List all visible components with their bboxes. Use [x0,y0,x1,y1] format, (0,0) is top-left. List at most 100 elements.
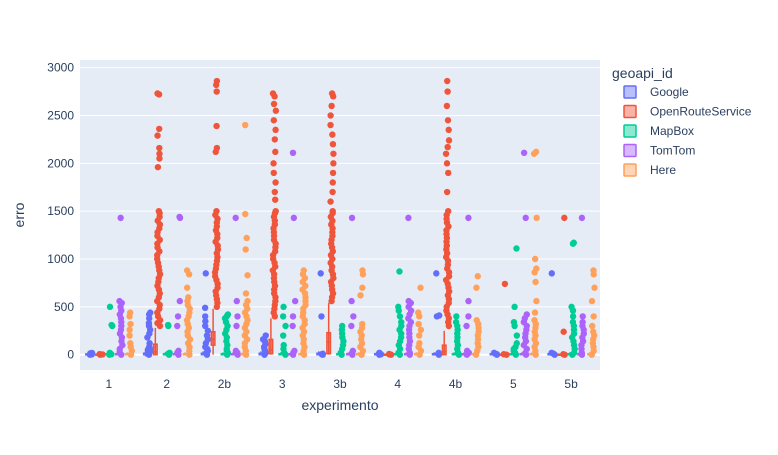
box-tomtom-4b [461,214,473,358]
data-point [386,350,393,358]
y-tick-label: 2500 [47,108,74,122]
box-here-5b [587,267,598,358]
data-point [444,207,452,215]
legend-item-openrouteservice[interactable]: OpenRouteService [623,105,752,119]
data-point [271,188,278,196]
data-point [531,309,539,316]
y-tick-labels: 0 500 1000 1500 2000 2500 3000 [47,61,74,362]
data-point [329,179,336,186]
box-body [326,331,332,355]
series-google [85,270,558,358]
x-tick-label: 3 [279,377,286,391]
data-point [317,270,324,277]
data-point [533,297,540,305]
box-openrouteservice-4b [441,77,453,356]
data-point [513,340,520,347]
data-point [272,107,280,114]
data-point [511,303,518,311]
data-point [548,270,555,277]
data-point [463,347,471,355]
box-openrouteservice-3 [268,90,280,355]
data-point [213,77,221,85]
legend-swatch [623,143,637,158]
data-point [116,297,123,305]
legend-swatch [623,85,637,99]
data-point [522,214,529,222]
data-point [154,163,162,171]
data-point [330,150,337,157]
legend-item-here[interactable]: Here [623,163,676,177]
box-mapbox-2b [220,311,232,358]
data-point [452,318,460,326]
data-point [204,327,212,334]
box-google-2b [200,270,212,358]
box-tomtom-1 [114,214,126,358]
data-point [319,350,327,357]
data-point [510,318,518,326]
data-point [201,322,209,330]
legend[interactable]: geoapi_id Google OpenRouteService MapBox To… [612,65,752,177]
data-point [417,326,425,334]
box-mapbox-1 [104,303,116,358]
data-point [244,297,251,305]
data-point [416,332,423,339]
y-tick-label: 1500 [47,204,74,218]
data-point [146,340,153,347]
box-openrouteservice-5 [499,280,510,358]
data-point [174,313,182,320]
box-google-5b [547,270,558,358]
x-tick-label: 2b [218,377,232,391]
legend-label: OpenRouteService [650,105,752,119]
box-mapbox-5b [567,239,578,358]
box-mapbox-3b [336,322,347,358]
data-point [578,214,586,222]
box-mapbox-4 [393,268,405,358]
data-point [444,143,451,151]
data-point [588,297,596,305]
data-point [300,267,307,274]
data-point [289,322,296,330]
data-point [176,297,184,305]
data-point [242,246,249,253]
data-point [202,270,209,277]
box-here-2b [240,121,251,358]
data-point [532,278,539,286]
box-google-3b [316,270,327,358]
data-point [243,234,250,242]
data-point [442,150,450,157]
data-point [560,328,567,335]
x-tick-labels: 1 2 2b 3 3b 4 4b 5 5b [106,377,579,391]
data-point [164,321,172,329]
data-point [156,144,163,152]
data-point [233,322,240,330]
data-point [590,267,597,274]
legend-item-google[interactable]: Google [623,85,689,99]
data-point [108,321,115,329]
data-point [579,318,586,326]
data-point [569,313,577,320]
data-point [279,332,287,339]
data-point [415,309,422,316]
data-point [271,136,279,143]
data-point [590,313,597,320]
legend-item-tomtom[interactable]: TomTom [623,143,695,158]
data-point [328,102,335,110]
data-point [443,188,451,196]
data-point [500,351,508,358]
y-tick-label: 500 [54,300,74,314]
x-tick-label: 4 [394,377,401,391]
data-point [465,297,472,305]
data-point [445,137,453,144]
data-point [548,349,555,356]
data-point [444,77,451,85]
legend-item-mapbox[interactable]: MapBox [623,124,694,138]
legend-items[interactable]: Google OpenRouteService MapBox TomTom Here [623,85,752,177]
box-here-1 [124,309,136,358]
data-point [513,332,521,339]
data-point [318,313,325,320]
data-point [224,311,232,318]
data-point [213,122,220,130]
x-tick-label: 2 [163,377,170,391]
data-point [155,207,163,215]
y-tick-label: 0 [67,348,74,362]
